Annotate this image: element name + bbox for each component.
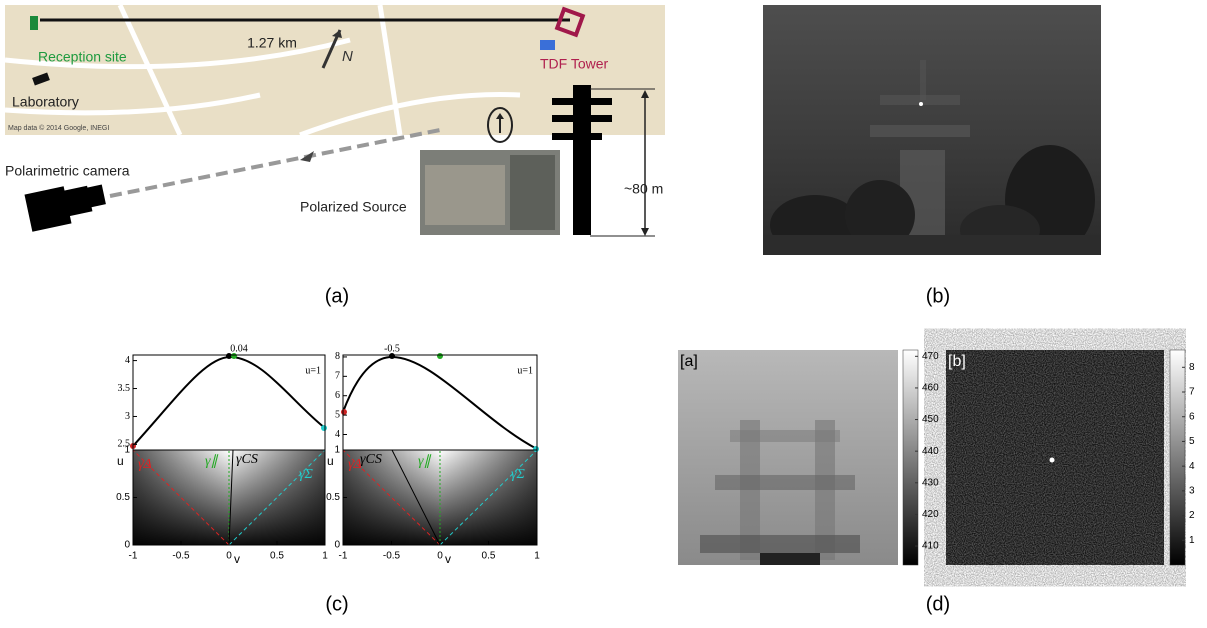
tick-label: 0.5 bbox=[326, 492, 340, 503]
caption: (a) bbox=[325, 285, 349, 307]
tick-label: 3 bbox=[125, 411, 130, 422]
tick-label: 0.5 bbox=[270, 551, 284, 562]
tick-label: 4 bbox=[125, 355, 130, 366]
map-label: Laboratory bbox=[12, 94, 79, 110]
map-panel: Reception site 1.27 km N TDF Tower Labor… bbox=[5, 5, 665, 236]
tick-label: -0.5 bbox=[172, 551, 190, 562]
axis-label: u bbox=[117, 454, 124, 468]
tick-label: 4 bbox=[335, 429, 340, 440]
caption: (d) bbox=[926, 593, 950, 615]
photo-panel bbox=[763, 5, 1101, 255]
tick-label: 410 bbox=[922, 541, 939, 552]
map-label: 1.27 km bbox=[247, 35, 297, 51]
tick-label: 0 bbox=[124, 540, 130, 551]
tick-label: -1 bbox=[339, 551, 348, 562]
tick-label: 1 bbox=[1189, 535, 1195, 546]
tick-label: 430 bbox=[922, 477, 939, 488]
tick-label: 7 bbox=[335, 371, 340, 382]
curve-label: γΣ bbox=[511, 467, 526, 482]
curve-label: γ∥ bbox=[205, 454, 219, 469]
caption: (b) bbox=[926, 285, 950, 307]
tick-label: 1 bbox=[124, 445, 130, 456]
map-label: Polarimetric camera bbox=[5, 163, 130, 179]
axis-label: u bbox=[327, 454, 334, 468]
tick-label: 3.5 bbox=[118, 383, 131, 394]
curve-label: γCS bbox=[236, 452, 258, 467]
tick-label: 0 bbox=[226, 551, 232, 562]
image-tag: [a] bbox=[680, 353, 698, 370]
map-label: ~80 m bbox=[624, 181, 663, 197]
tick-label: 1 bbox=[534, 551, 540, 562]
tick-label: 8 bbox=[1189, 362, 1195, 373]
tick-label: 0.5 bbox=[116, 492, 130, 503]
tick-label: -1 bbox=[129, 551, 138, 562]
tick-label: 1 bbox=[334, 445, 340, 456]
tick-label: 3 bbox=[1189, 486, 1195, 497]
curve-label: γΔ bbox=[138, 457, 152, 472]
tick-label: 4 bbox=[1189, 461, 1195, 472]
tick-label: 7 bbox=[1189, 387, 1195, 398]
tick-label: -0.5 bbox=[383, 551, 401, 562]
tick-label: 0.5 bbox=[482, 551, 496, 562]
tick-label: 420 bbox=[922, 509, 939, 520]
image-tag: [b] bbox=[948, 353, 966, 370]
caption: (c) bbox=[325, 593, 348, 615]
map-credit: Map data © 2014 Google, INEGI bbox=[8, 124, 109, 132]
tick-label: 5 bbox=[335, 409, 340, 420]
tick-label: 460 bbox=[922, 383, 939, 394]
annotation: -0.5 bbox=[384, 343, 400, 354]
annotation: u=1 bbox=[305, 365, 321, 376]
tick-label: 470 bbox=[922, 351, 939, 362]
annotation: 0.04 bbox=[230, 343, 248, 354]
map-label: Polarized Source bbox=[300, 199, 407, 215]
tick-label: 440 bbox=[922, 446, 939, 457]
tick-label: 6 bbox=[335, 390, 340, 401]
figure: Reception site 1.27 km N TDF Tower Labor… bbox=[0, 0, 1207, 628]
curve-label: γΣ bbox=[299, 467, 314, 482]
tick-label: 1 bbox=[322, 551, 328, 562]
curve-label: γ∥ bbox=[418, 454, 432, 469]
tick-label: 0 bbox=[437, 551, 443, 562]
tick-label: 450 bbox=[922, 414, 939, 425]
tick-label: 2 bbox=[1189, 510, 1195, 521]
map-label: Reception site bbox=[38, 49, 127, 65]
tick-label: 0 bbox=[334, 540, 340, 551]
map-label: TDF Tower bbox=[540, 56, 609, 72]
tick-label: 6 bbox=[1189, 411, 1195, 422]
curve-label: γCS bbox=[360, 452, 382, 467]
axis-label: v bbox=[445, 552, 451, 566]
axis-label: v bbox=[234, 552, 240, 566]
annotation: u=1 bbox=[517, 365, 533, 376]
tick-label: 5 bbox=[1189, 436, 1195, 447]
map-label: N bbox=[342, 48, 353, 65]
tick-label: 8 bbox=[335, 351, 340, 362]
